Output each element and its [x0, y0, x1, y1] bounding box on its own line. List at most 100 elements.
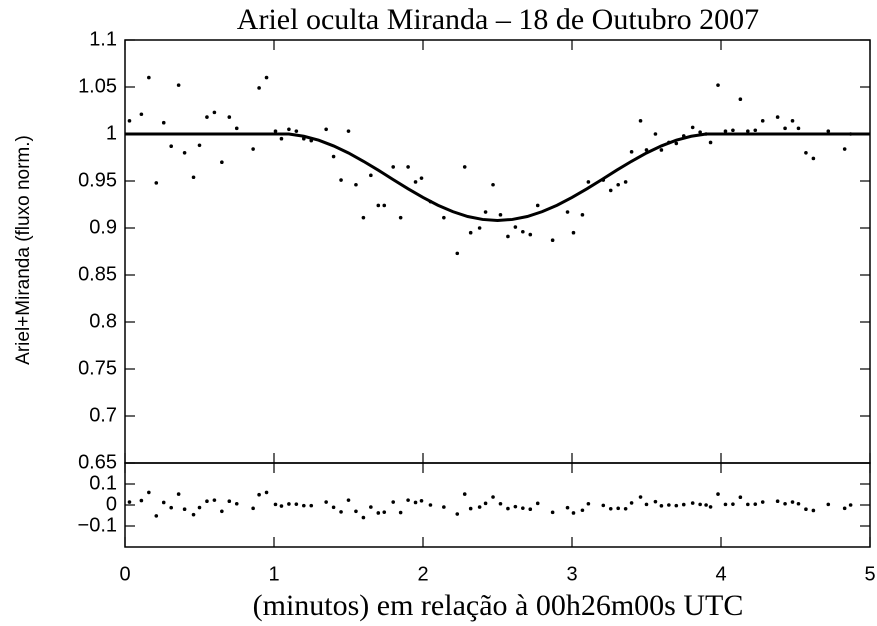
- data-point: [428, 503, 433, 507]
- data-point: [826, 502, 831, 507]
- data-point: [455, 251, 460, 256]
- data-point: [753, 128, 758, 133]
- y-tick-label: 0.8: [89, 310, 117, 332]
- data-point: [462, 165, 467, 169]
- data-point: [339, 178, 343, 182]
- y-tick-label: 0.9: [89, 216, 117, 238]
- y-tick-label: 0.95: [78, 169, 117, 191]
- data-point: [376, 511, 381, 515]
- data-point: [659, 148, 664, 152]
- data-point: [227, 499, 232, 504]
- y-tick-label: 0.7: [89, 404, 117, 426]
- data-point: [586, 180, 591, 184]
- data-point: [506, 234, 510, 239]
- data-point: [674, 503, 679, 508]
- data-point: [690, 125, 695, 130]
- data-point: [382, 510, 387, 514]
- data-point: [483, 501, 488, 506]
- plot-frame: [124, 39, 871, 464]
- data-point: [257, 86, 261, 90]
- data-point: [324, 127, 328, 132]
- y-axis-label: Ariel+Miranda (fluxo norm.): [13, 135, 34, 365]
- data-point: [354, 182, 358, 187]
- data-point: [257, 492, 261, 497]
- data-point: [681, 502, 686, 507]
- y-tick-label: 0.85: [78, 263, 117, 285]
- y-tick-label: 0: [106, 493, 117, 515]
- data-point: [154, 514, 159, 518]
- data-point: [571, 511, 576, 515]
- data-point: [182, 507, 187, 512]
- data-point: [811, 156, 816, 161]
- data-point: [528, 507, 533, 512]
- data-point: [205, 499, 209, 504]
- data-point: [608, 188, 613, 193]
- data-point: [811, 508, 816, 513]
- data-point: [716, 83, 720, 87]
- data-point: [783, 501, 787, 506]
- data-point: [528, 232, 533, 237]
- data-point: [704, 503, 708, 507]
- x-tick-label: 3: [566, 563, 577, 585]
- data-point: [653, 132, 658, 136]
- data-point: [783, 126, 787, 131]
- data-point: [521, 229, 525, 234]
- data-point: [339, 510, 343, 514]
- data-point: [468, 230, 473, 235]
- data-point: [406, 165, 410, 169]
- data-point: [535, 203, 540, 208]
- data-point: [287, 502, 291, 506]
- chart-title: Ariel oculta Miranda – 18 de Outubro 200…: [237, 3, 759, 36]
- y-tick-label: 0.1: [89, 472, 117, 494]
- data-point: [826, 129, 831, 133]
- data-point: [796, 501, 801, 506]
- data-point: [842, 506, 847, 511]
- data-point: [212, 498, 217, 502]
- data-point: [287, 127, 291, 132]
- data-point: [182, 151, 187, 155]
- data-point: [623, 506, 628, 511]
- data-point: [731, 128, 735, 133]
- data-point: [638, 495, 643, 499]
- data-point: [760, 119, 765, 123]
- y-tick-label: −0.1: [78, 514, 117, 536]
- data-point: [731, 502, 735, 506]
- data-point: [169, 505, 173, 510]
- data-point: [197, 505, 202, 510]
- y-tick-label: 1.05: [78, 75, 117, 97]
- data-point: [382, 203, 387, 208]
- data-point: [623, 180, 628, 184]
- data-point: [442, 215, 446, 220]
- y-tick-label: 1: [106, 122, 117, 144]
- data-point: [535, 501, 540, 506]
- data-point: [346, 498, 351, 502]
- data-point: [571, 230, 576, 235]
- data-point: [753, 502, 758, 506]
- x-tick-label: 4: [715, 563, 726, 585]
- data-point: [723, 502, 728, 507]
- data-point: [413, 180, 418, 184]
- data-point: [169, 144, 173, 149]
- data-point: [398, 510, 403, 515]
- data-point: [227, 115, 232, 119]
- data-point: [309, 503, 314, 508]
- data-point: [586, 501, 591, 506]
- data-point: [376, 203, 381, 208]
- data-point: [644, 148, 649, 152]
- data-point: [154, 181, 159, 185]
- data-point: [616, 506, 620, 511]
- data-point: [212, 110, 217, 115]
- data-point: [251, 506, 255, 511]
- x-tick-label: 1: [268, 563, 279, 585]
- data-point: [842, 147, 847, 151]
- x-axis-label: (minutos) em relação à 00h26m00s UTC: [253, 589, 744, 622]
- data-point: [629, 150, 634, 154]
- data-point: [506, 506, 510, 511]
- data-point: [369, 505, 373, 509]
- data-point: [147, 75, 151, 80]
- data-point: [550, 510, 555, 515]
- data-point: [191, 175, 196, 180]
- data-point: [616, 182, 620, 187]
- data-point: [331, 154, 336, 159]
